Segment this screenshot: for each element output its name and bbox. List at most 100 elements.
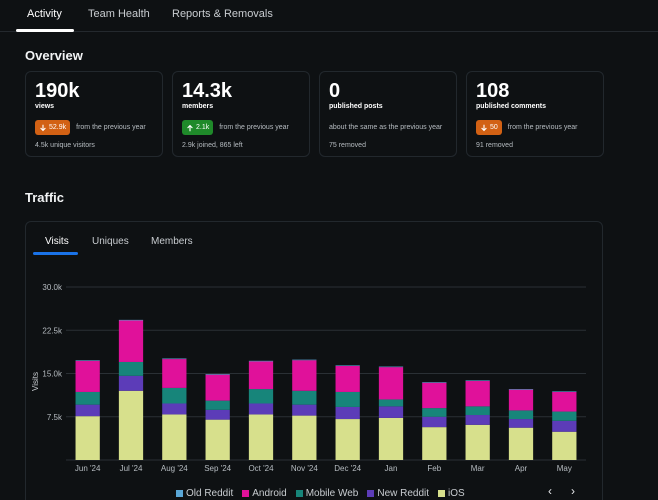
bar-segment: [552, 391, 577, 392]
bar-segment: [162, 387, 187, 404]
bar-segment: [508, 419, 534, 428]
bar-segment: [378, 367, 404, 400]
legend-label: New Reddit: [377, 488, 430, 499]
bar-segment: [335, 419, 360, 460]
bar-segment: [75, 360, 100, 392]
bar-segment: [465, 415, 490, 425]
bar-segment: [248, 414, 274, 460]
legend-item[interactable]: Android: [242, 488, 287, 499]
x-tick-label: Mar: [471, 464, 485, 473]
x-tick-label: Oct '24: [248, 464, 274, 473]
members-card: 14.3k members 2.1k from the previous yea…: [172, 71, 310, 157]
y-tick-label: 15.0k: [42, 370, 63, 379]
comments-change-text: from the previous year: [507, 124, 578, 131]
bar-segment: [465, 406, 490, 416]
legend-label: iOS: [448, 488, 465, 499]
bar-segment: [248, 361, 274, 390]
x-tick-label: Aug '24: [161, 464, 188, 473]
comments-change-badge: 50: [476, 120, 502, 135]
members-change-text: from the previous year: [219, 124, 289, 131]
legend-item[interactable]: Mobile Web: [295, 488, 359, 499]
bar-segment: [422, 416, 447, 428]
x-tick-label: May: [557, 464, 572, 473]
views-value: 190k: [35, 80, 80, 102]
legend-label: Android: [252, 488, 287, 499]
legend-swatch: [176, 490, 183, 497]
bar-segment: [292, 404, 317, 416]
bar-segment: [378, 417, 404, 460]
legend-item[interactable]: Old Reddit: [176, 488, 233, 499]
bar-segment: [75, 391, 100, 405]
bar-segment: [205, 400, 230, 410]
posts-label: published posts: [329, 103, 383, 110]
legend-swatch: [295, 490, 303, 497]
arrow-down-icon: [481, 124, 487, 131]
comments-label: published comments: [476, 103, 547, 110]
bar-segment: [118, 375, 144, 391]
legend-label: Mobile Web: [305, 488, 359, 499]
x-tick-label: Jun '24: [75, 464, 101, 473]
bar-segment: [75, 404, 100, 417]
comments-card: 108 published comments 50 from the previ…: [466, 71, 604, 157]
legend-swatch: [367, 490, 375, 497]
x-tick-label: Feb: [427, 464, 441, 473]
bar-segment: [162, 359, 187, 388]
arrow-down-icon: [40, 124, 46, 131]
legend-item[interactable]: New Reddit: [367, 488, 429, 499]
bar-segment: [248, 403, 274, 415]
bar-segment: [552, 420, 577, 432]
bar-segment: [422, 408, 447, 417]
views-change-text: from the previous year: [76, 124, 146, 131]
bar-segment: [205, 374, 230, 375]
tab-team-health[interactable]: Team Health: [88, 8, 150, 20]
bar-segment: [422, 382, 447, 383]
comments-change: 50 from the previous year: [476, 120, 577, 135]
tab-visits[interactable]: Visits: [45, 236, 69, 247]
tab-activity[interactable]: Activity: [27, 8, 62, 20]
tab-uniques[interactable]: Uniques: [92, 236, 129, 247]
bar-segment: [292, 359, 317, 361]
tab-reports-removals[interactable]: Reports & Removals: [172, 8, 273, 20]
x-tick-label: Nov '24: [291, 464, 318, 473]
bar-segment: [205, 409, 230, 420]
bar-segment: [508, 410, 534, 420]
overview-title: Overview: [25, 48, 83, 63]
legend-item[interactable]: iOS: [438, 488, 465, 499]
y-tick-label: 30.0k: [42, 283, 63, 292]
bar-segment: [335, 366, 360, 392]
chevron-right-icon[interactable]: ›: [571, 484, 575, 498]
y-tick-label: 22.5k: [42, 326, 63, 335]
views-change-value: 52.9k: [49, 124, 67, 131]
chevron-left-icon[interactable]: ‹: [548, 484, 552, 498]
bar-segment: [378, 399, 404, 407]
traffic-title: Traffic: [25, 190, 65, 205]
legend-swatch: [242, 490, 250, 497]
bar-segment: [292, 390, 317, 405]
members-change-badge: 2.1k: [182, 120, 214, 135]
views-card: 190k views 52.9k from the previous year …: [25, 71, 163, 157]
bar-segment: [118, 319, 144, 321]
bar-segment: [162, 414, 187, 460]
bar-segment: [205, 374, 230, 401]
bar-segment: [552, 391, 577, 412]
tab-members[interactable]: Members: [151, 236, 193, 247]
posts-change: about the same as the previous year: [329, 120, 442, 135]
traffic-chart: 7.5k 15.0k 22.5k 30.0k Visits Jun '24 Jul '24 A…: [31, 283, 586, 473]
x-tick-label: Jul '24: [120, 464, 143, 473]
members-sub: 2.9k joined, 865 left: [182, 142, 243, 149]
views-change: 52.9k from the previous year: [35, 120, 146, 135]
posts-value: 0: [329, 80, 341, 102]
bar-segment: [465, 380, 490, 381]
bar-segment: [205, 419, 230, 460]
x-tick-label: Sep '24: [204, 464, 231, 473]
bar-segment: [248, 360, 274, 362]
members-value: 14.3k: [182, 80, 233, 102]
bar-segment: [552, 431, 577, 460]
x-tick-label: Jan: [385, 464, 398, 473]
bar-segment: [508, 427, 534, 460]
bar-segment: [422, 382, 447, 409]
legend-label: Old Reddit: [186, 488, 234, 499]
members-label: members: [182, 103, 214, 110]
comments-change-value: 50: [490, 124, 498, 131]
views-label: views: [35, 103, 55, 110]
